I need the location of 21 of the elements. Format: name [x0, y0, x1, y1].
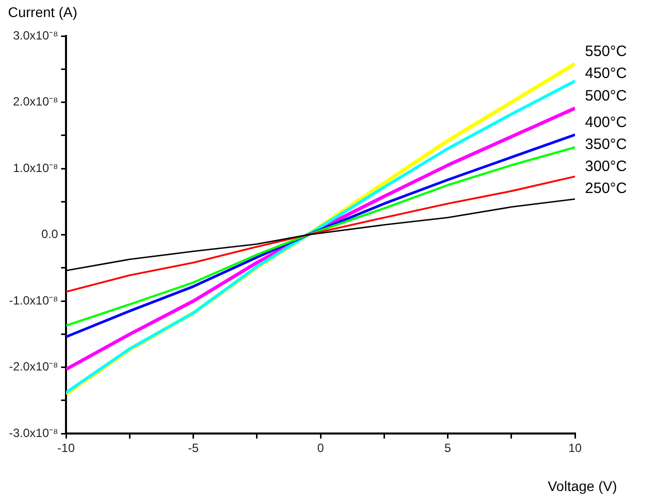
series-label: 350°C [585, 136, 628, 153]
y-axis-title: Current (A) [8, 4, 78, 20]
x-tick-label: 10 [568, 441, 582, 456]
x-axis-title: Voltage (V) [548, 478, 617, 494]
y-tick-label: -3.0x10⁻⁸ [8, 426, 58, 440]
y-tick-label: 2.0x10⁻⁸ [12, 94, 58, 109]
y-tick-label: 3.0x10⁻⁸ [12, 28, 58, 42]
series-label: 500°C [585, 87, 628, 104]
x-tick-label: 0 [317, 441, 324, 456]
y-tick-label: 1.0x10⁻⁸ [12, 160, 58, 175]
series-label: 550°C [585, 42, 628, 60]
y-tick-label: 0.0 [41, 227, 58, 242]
series-label: 400°C [585, 114, 628, 131]
y-tick-label: -2.0x10⁻⁸ [8, 360, 58, 374]
series-label: 450°C [585, 64, 628, 82]
series-label: 300°C [585, 158, 628, 175]
x-tick-label: 5 [444, 441, 452, 456]
y-tick-label: -1.0x10⁻⁸ [8, 293, 58, 308]
series-label: 250°C [585, 180, 628, 197]
x-tick-label: -10 [57, 441, 76, 456]
x-tick-label: -5 [188, 441, 199, 456]
